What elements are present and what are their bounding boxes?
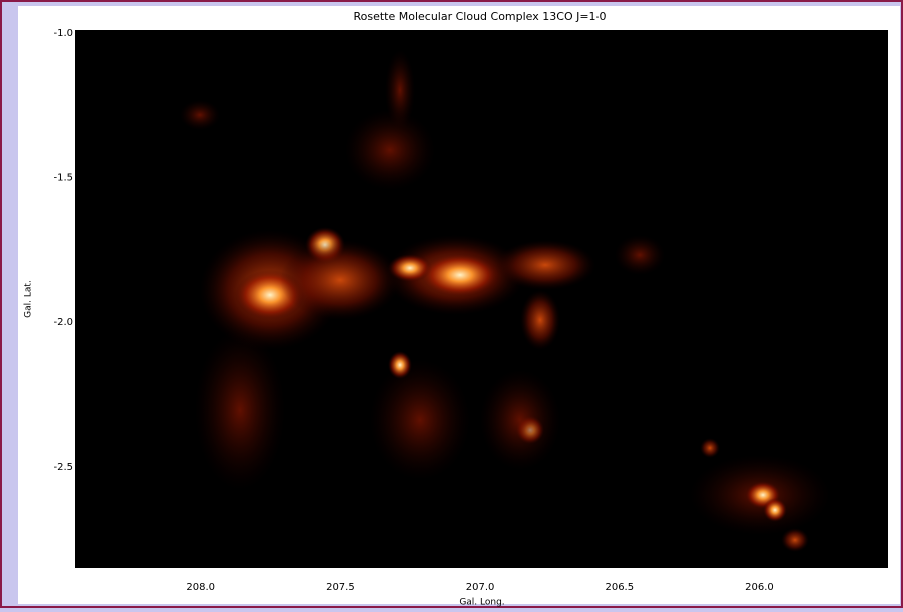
x-tick-label: 207.0 <box>466 582 495 593</box>
x-axis-label: Gal. Long. <box>459 598 504 608</box>
x-tick-label: 206.0 <box>745 582 774 593</box>
y-tick-label: -2.0 <box>53 317 73 328</box>
x-tick-label: 207.5 <box>326 582 355 593</box>
y-tick-label: -2.5 <box>53 462 73 473</box>
y-axis-label: Gal. Lat. <box>24 280 34 318</box>
chart-title: Rosette Molecular Cloud Complex 13CO J=1… <box>353 10 606 23</box>
x-tick-label: 208.0 <box>186 582 215 593</box>
y-tick-label: -1.0 <box>53 28 73 39</box>
y-tick-label: -1.5 <box>53 173 73 184</box>
chart: Rosette Molecular Cloud Complex 13CO J=1… <box>0 0 903 608</box>
x-tick-label: 206.5 <box>605 582 634 593</box>
